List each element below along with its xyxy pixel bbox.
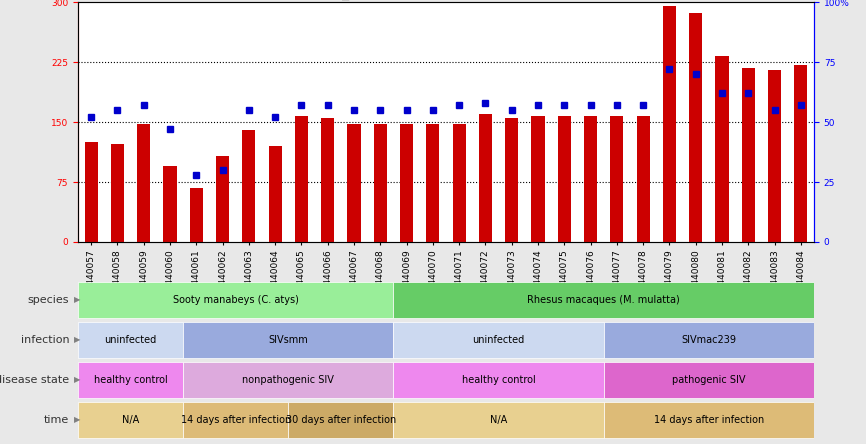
FancyBboxPatch shape	[78, 361, 183, 398]
FancyBboxPatch shape	[604, 401, 814, 438]
Bar	[479, 114, 492, 242]
FancyBboxPatch shape	[183, 401, 288, 438]
Bar	[294, 116, 308, 242]
Bar	[426, 124, 439, 242]
FancyBboxPatch shape	[78, 401, 183, 438]
Bar	[689, 12, 702, 242]
Bar	[137, 124, 150, 242]
Bar	[532, 116, 545, 242]
Text: ▶: ▶	[74, 335, 81, 344]
Bar	[662, 6, 676, 242]
Text: uninfected: uninfected	[473, 335, 525, 345]
Text: N/A: N/A	[122, 415, 139, 424]
Bar	[742, 68, 755, 242]
Text: 14 days after infection: 14 days after infection	[654, 415, 764, 424]
Text: 14 days after infection: 14 days after infection	[180, 415, 291, 424]
Bar	[768, 70, 781, 242]
Text: N/A: N/A	[490, 415, 507, 424]
FancyBboxPatch shape	[183, 361, 393, 398]
FancyBboxPatch shape	[78, 282, 393, 318]
Text: healthy control: healthy control	[94, 375, 167, 385]
Bar	[637, 116, 650, 242]
Text: time: time	[44, 415, 69, 424]
Bar	[453, 124, 466, 242]
Text: disease state: disease state	[0, 375, 69, 385]
Text: Rhesus macaques (M. mulatta): Rhesus macaques (M. mulatta)	[527, 295, 680, 305]
Bar	[611, 116, 624, 242]
Text: infection: infection	[21, 335, 69, 345]
Bar	[164, 166, 177, 242]
FancyBboxPatch shape	[393, 282, 814, 318]
Bar	[216, 156, 229, 242]
Bar	[584, 116, 598, 242]
FancyBboxPatch shape	[393, 361, 604, 398]
Bar	[190, 188, 203, 242]
Bar	[558, 116, 571, 242]
Text: ▶: ▶	[74, 295, 81, 304]
FancyBboxPatch shape	[393, 401, 604, 438]
FancyBboxPatch shape	[604, 321, 814, 358]
Text: Sooty manabeys (C. atys): Sooty manabeys (C. atys)	[172, 295, 299, 305]
FancyBboxPatch shape	[393, 321, 604, 358]
Bar	[111, 144, 124, 242]
Bar	[347, 124, 360, 242]
Text: ▶: ▶	[74, 375, 81, 384]
Text: SIVsmm: SIVsmm	[268, 335, 308, 345]
Bar	[794, 64, 807, 242]
FancyBboxPatch shape	[183, 321, 393, 358]
Bar	[242, 130, 255, 242]
Bar	[85, 142, 98, 242]
Bar	[715, 56, 728, 242]
Bar	[505, 118, 518, 242]
FancyBboxPatch shape	[78, 321, 183, 358]
Text: 30 days after infection: 30 days after infection	[286, 415, 396, 424]
Text: pathogenic SIV: pathogenic SIV	[672, 375, 746, 385]
Bar	[374, 124, 387, 242]
Text: uninfected: uninfected	[105, 335, 157, 345]
Text: SIVmac239: SIVmac239	[682, 335, 736, 345]
Bar	[400, 124, 413, 242]
Text: healthy control: healthy control	[462, 375, 535, 385]
Bar	[321, 118, 334, 242]
FancyBboxPatch shape	[604, 361, 814, 398]
Bar	[268, 146, 281, 242]
FancyBboxPatch shape	[288, 401, 393, 438]
Text: ▶: ▶	[74, 415, 81, 424]
Text: species: species	[28, 295, 69, 305]
Text: nonpathogenic SIV: nonpathogenic SIV	[242, 375, 334, 385]
